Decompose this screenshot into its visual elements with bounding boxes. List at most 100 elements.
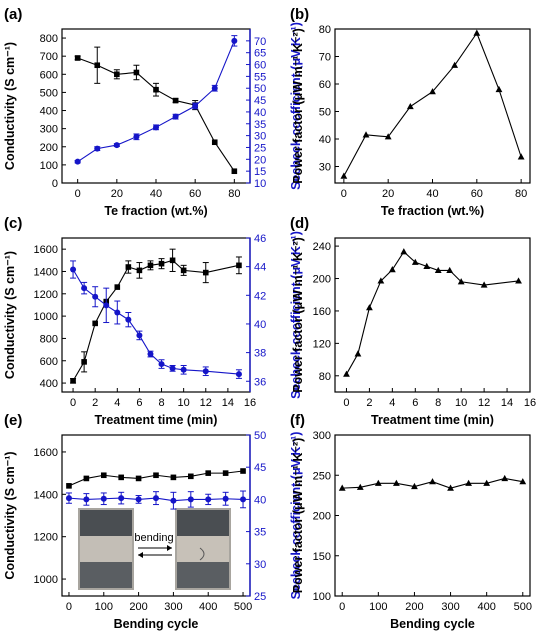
data-point: [446, 266, 454, 274]
y-tick-label: 80: [319, 24, 331, 36]
series-square: [66, 468, 246, 489]
data-point: [188, 473, 194, 480]
y-tick-label: 1000: [34, 574, 58, 586]
data-point: [70, 378, 76, 384]
y-tick-label: 400: [40, 378, 58, 390]
y2-axis-title: Seebeck coefficient (μV K⁻¹): [289, 22, 303, 190]
y-tick-label: 200: [40, 142, 58, 154]
data-point: [205, 470, 212, 476]
data-point: [94, 62, 101, 69]
x-tick-label: 400: [199, 601, 217, 613]
y-tick-label: 400: [40, 106, 58, 118]
data-point: [170, 474, 177, 481]
series-triangle: [338, 474, 527, 491]
x-tick-label: 200: [129, 601, 147, 613]
data-point: [406, 102, 414, 110]
data-point: [83, 475, 90, 482]
y2-tick-label: 15: [254, 166, 266, 178]
data-point: [411, 482, 418, 490]
y-tick-label: 700: [40, 51, 58, 63]
inset-photo-bent-top: [177, 510, 229, 536]
x-axis-title: Bending cycle: [114, 617, 199, 631]
inset-photo-flat-mid: [80, 536, 132, 562]
data-point: [100, 495, 107, 502]
data-point: [100, 472, 107, 479]
data-point: [94, 145, 101, 152]
data-point: [495, 85, 503, 93]
series-circle: [74, 35, 238, 165]
x-tick-label: 500: [514, 601, 532, 613]
series-line: [343, 31, 522, 177]
series-line: [77, 57, 235, 172]
data-point: [501, 474, 509, 482]
x-tick-label: 40: [150, 188, 162, 200]
x-tick-label: 300: [164, 601, 182, 613]
x-tick-label: 0: [75, 188, 81, 200]
data-point: [169, 257, 176, 264]
y-tick-label: 1000: [34, 311, 58, 323]
x-tick-label: 80: [515, 188, 527, 200]
panel-label: (e): [4, 412, 22, 429]
x-axis-title: Bending cycle: [390, 617, 475, 631]
series-line: [77, 40, 235, 163]
data-point: [180, 366, 187, 373]
y-tick-label: 1200: [34, 289, 58, 301]
y2-tick-label: 40: [254, 494, 266, 506]
y-tick-label: 40: [319, 134, 331, 146]
panel-f: (f) 0 100 200 300 400 500 100 150 200 250 300 Bendin…: [290, 412, 532, 631]
data-point: [118, 495, 125, 502]
data-point: [374, 479, 382, 486]
data-point: [517, 153, 525, 160]
data-point: [113, 142, 120, 149]
inset-photo-flat-bottom: [80, 562, 132, 588]
y-axis-title: Conductivity (S cm⁻¹): [3, 251, 17, 379]
y-tick-label: 800: [40, 333, 58, 345]
x-tick-label: 4: [389, 397, 395, 409]
y2-tick-label: 38: [254, 348, 266, 360]
data-point: [240, 468, 246, 474]
data-point: [343, 370, 350, 377]
y-tick-label: 500: [40, 87, 58, 99]
x-tick-label: 10: [178, 397, 190, 409]
x-tick-label: 12: [200, 397, 212, 409]
x-tick-label: 8: [435, 397, 441, 409]
data-point: [362, 131, 370, 138]
y-axis-title: Conductivity (S cm⁻¹): [3, 451, 17, 579]
y-tick-label: 1200: [34, 532, 58, 544]
y-tick-label: 1400: [34, 489, 58, 501]
data-point: [133, 69, 140, 76]
data-point: [74, 158, 81, 165]
arrow-right-head: [167, 545, 172, 551]
data-point: [236, 262, 242, 269]
y-tick-label: 150: [313, 551, 331, 563]
y2-tick-label: 45: [254, 462, 266, 474]
plot-frame: [334, 237, 531, 393]
series-triangle: [340, 29, 525, 179]
plot-frame: [61, 237, 251, 393]
data-point: [423, 262, 431, 269]
x-axis-title: Te fraction (wt.%): [381, 204, 484, 218]
data-point: [153, 495, 159, 502]
data-point: [114, 71, 120, 78]
x-tick-label: 4: [114, 397, 120, 409]
x-tick-label: 2: [92, 397, 98, 409]
inset-bending-label: bending: [134, 532, 173, 544]
data-point: [153, 472, 159, 479]
panel-label: (c): [4, 215, 22, 232]
data-point: [158, 260, 165, 267]
x-tick-label: 0: [66, 601, 72, 613]
y-tick-label: 30: [319, 162, 331, 174]
data-point: [125, 264, 132, 270]
data-point: [66, 483, 72, 489]
x-tick-label: 6: [136, 397, 142, 409]
data-point: [356, 483, 364, 490]
data-point: [465, 479, 473, 486]
data-point: [400, 248, 408, 255]
y-tick-label: 60: [319, 79, 331, 91]
data-point: [515, 277, 522, 284]
data-point: [240, 496, 247, 503]
x-tick-label: 10: [455, 397, 467, 409]
data-point: [480, 281, 488, 288]
y2-tick-label: 25: [254, 591, 266, 603]
series-circle: [65, 490, 247, 510]
